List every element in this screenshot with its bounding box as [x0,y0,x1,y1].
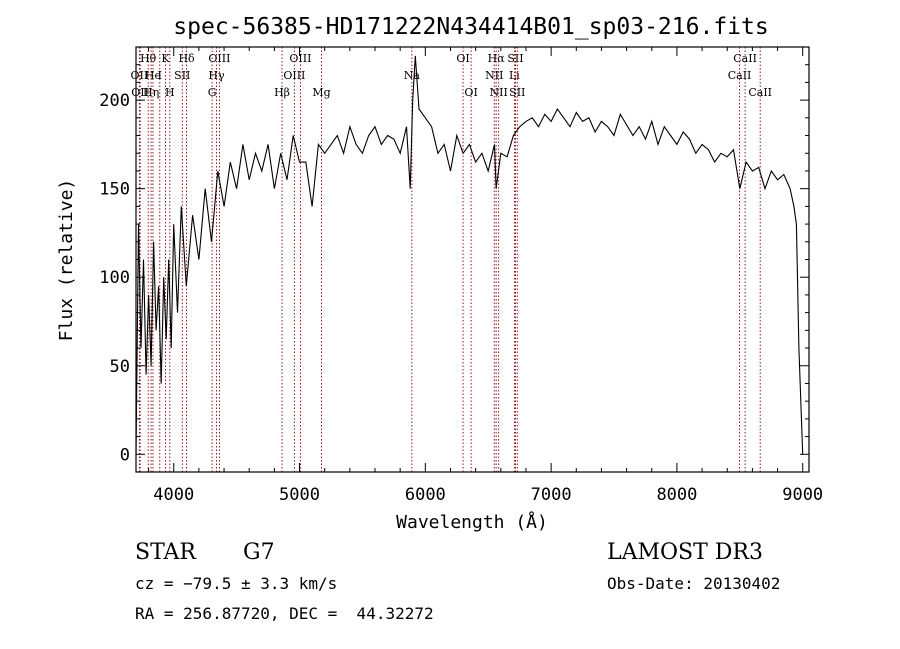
y-tick-label: 50 [110,357,130,377]
line-marker-label: Hα [488,52,506,65]
line-marker-label: SII [174,69,190,82]
line-marker-label: CaII [733,52,757,65]
line-marker-label: Li [509,69,520,82]
y-tick-label: 0 [120,445,130,465]
line-marker-label: OI [456,52,469,65]
line-marker-label: CaII [748,86,772,99]
spectral-subclass: G7 [243,540,275,565]
x-tick-label: 8000 [656,485,697,505]
line-marker-label: G [208,86,217,99]
plot-frame [135,46,810,473]
spectrum-line [135,55,804,455]
line-marker-label: NII [490,86,508,99]
coordinates: RA = 256.87720, DEC = 44.32272 [135,604,434,623]
x-tick-label: 9000 [782,485,823,505]
line-marker-label: Na [404,69,421,82]
spectrum-series [135,55,804,455]
line-marker-label: OIII [208,52,230,65]
chart-title: spec-56385-HD171222N434414B01_sp03-216.f… [173,14,768,40]
line-marker-label: NII [485,69,503,82]
x-tick-label: 6000 [405,485,446,505]
line-marker-label: OII [131,69,149,82]
line-marker-label: He [145,69,161,82]
y-tick-label: 200 [99,91,130,111]
line-marker-label: H [165,86,175,99]
survey-name: LAMOST DR3 [607,540,763,565]
line-marker-label: Hθ [140,52,157,65]
line-marker-label: SII [507,52,523,65]
y-tick-label: 150 [99,180,130,200]
y-axis: 0 50 100 150 200 [99,64,809,465]
line-marker-label: OIII [283,69,305,82]
line-marker-label: I [158,69,162,82]
redshift-cz: cz = −79.5 ± 3.3 km/s [135,574,338,593]
line-marker-label: Hγ [208,69,225,82]
line-marker-label: OI [464,86,477,99]
line-marker-label: CaII [728,69,752,82]
line-marker-label: SII [509,86,525,99]
x-tick-label: 7000 [531,485,572,505]
line-marker-label: Hβ [274,86,290,99]
line-marker-label: K [161,52,170,65]
line-marker-label: Hδ [178,52,195,65]
y-tick-label: 100 [99,268,130,288]
line-marker-label: Mg [312,86,330,99]
x-axis-label: Wavelength (Å) [396,511,548,533]
x-tick-label: 4000 [153,485,194,505]
line-marker-label: Hη [143,86,159,99]
line-marker-label: OIII [289,52,311,65]
y-axis-label: Flux (relative) [56,179,77,342]
x-tick-label: 5000 [279,485,320,505]
observation-date: Obs-Date: 20130402 [607,574,781,593]
x-axis: 4000 5000 6000 7000 8000 9000 [148,47,823,505]
object-type: STAR [135,540,196,565]
